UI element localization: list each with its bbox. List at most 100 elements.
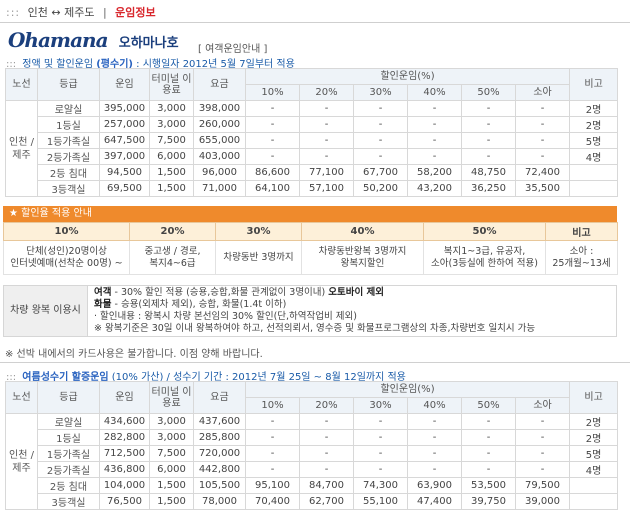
table-cell: 282,800 [99, 429, 150, 446]
header-total: 요금 [193, 381, 246, 414]
discount-cell-40: 차량동반왕복 3명까지 왕복지할인 [301, 240, 424, 275]
table-cell: 434,600 [99, 413, 150, 430]
discount-line: 왕복지할인 [340, 257, 385, 269]
table-cell: 47,400 [407, 493, 462, 510]
table-cell: 1,500 [149, 477, 194, 494]
vehicle-passenger-text: - 30% 할인 적용 (승용,승합,화물 관계없이 3명이내) [111, 287, 329, 298]
discount-guide-table: 10% 20% 30% 40% 50% 비고 단체(성인)20명이상 인터넷예매(… [3, 222, 618, 275]
table-cell: 395,000 [99, 100, 150, 117]
table-cell: 43,200 [407, 180, 462, 197]
table-cell: 77,100 [299, 164, 354, 181]
table-cell: 76,500 [99, 493, 150, 510]
table-cell: 95,100 [245, 477, 300, 494]
table-cell: 70,400 [245, 493, 300, 510]
discount-cell-50: 복지1~3급, 유공자, 소아(3등실에 한하여 적용) [423, 240, 546, 275]
header-grade: 등급 [37, 68, 100, 101]
table-cell: 5명 [569, 445, 619, 462]
card-usage-note: ※ 선박 내에서의 카드사용은 불가합니다. 이점 양해 바랍니다. [5, 349, 263, 360]
table-cell: 55,100 [353, 493, 408, 510]
table-cell: 260,000 [193, 116, 246, 133]
page-subtitle: [ 여객운임안내 ] [198, 44, 268, 55]
table-cell [569, 493, 619, 510]
breadcrumb-divider [0, 22, 630, 23]
table-cell: 5명 [569, 132, 619, 149]
breadcrumb: ::: 인천 ↔ 제주도 | 운임정보 [6, 4, 156, 20]
grade-cell: 로얄실 [37, 100, 100, 117]
table-cell: 36,250 [461, 180, 516, 197]
table-cell: - [353, 148, 408, 165]
table-cell: - [353, 100, 408, 117]
table-cell [569, 477, 619, 494]
table-cell: - [245, 148, 300, 165]
table-cell: 63,900 [407, 477, 462, 494]
vehicle-cargo-text: - 승용(외제차 제외), 승합, 화물(1.4t 이하) [111, 299, 287, 310]
table-cell: - [407, 429, 462, 446]
discount-line: 소아 : [569, 245, 594, 257]
table-cell: 442,800 [193, 461, 246, 478]
discount-line: 차량동반 3명까지 [223, 251, 294, 263]
header-note: 비고 [569, 381, 619, 414]
table-cell: - [245, 132, 300, 149]
table-cell: - [245, 413, 300, 430]
table-cell: 2명 [569, 429, 619, 446]
discount-header-10: 10% [3, 222, 130, 241]
discount-line: 복지1~3급, 유공자, [443, 245, 526, 257]
breadcrumb-route[interactable]: 인천 ↔ 제주도 [27, 6, 95, 19]
table-cell: 1,500 [149, 164, 194, 181]
table-cell: 78,000 [193, 493, 246, 510]
table-cell: 712,500 [99, 445, 150, 462]
header-discount: 할인운임(%) [244, 381, 571, 398]
table-cell: 403,000 [193, 148, 246, 165]
discount-header-30: 30% [215, 222, 302, 241]
header-child: 소아 [514, 397, 571, 414]
vehicle-line-4: ※ 왕복기준은 30일 이내 왕복하여야 하고, 선적의뢰서, 영수증 및 화물… [94, 323, 536, 334]
discount-line: 단체(성인)20명이상 [26, 245, 107, 257]
table-cell: - [407, 116, 462, 133]
table-cell: 2명 [569, 116, 619, 133]
table-row: 1등가족실 712,500 7,500 720,000- - - - - -5명 [6, 445, 619, 462]
discount-guide-title: ★ 할인율 적용 안내 [3, 206, 617, 222]
header-d40: 40% [407, 397, 462, 414]
table-row: 인천 / 제주 로얄실 395,000 3,000 398,000- - - - - -2명 [5, 100, 619, 197]
grade-cell: 2등가족실 [37, 461, 100, 478]
header-d10: 10% [245, 397, 300, 414]
section-dots: ::: [6, 372, 20, 383]
table-cell: - [407, 148, 462, 165]
table-cell: 86,600 [245, 164, 300, 181]
ship-name: 오하마나호 [118, 36, 179, 51]
header-route: 노선 [5, 68, 38, 101]
table-cell: 3,000 [149, 413, 194, 430]
vehicle-roundtrip-box: 차량 왕복 이용시 여객 - 30% 할인 적용 (승용,승합,화물 관계없이 … [3, 285, 617, 337]
table-cell: 3,000 [149, 116, 194, 133]
table-cell: 7,500 [149, 445, 194, 462]
discount-line: 소아(3등실에 한하여 적용) [431, 257, 538, 269]
discount-line: 중고생 / 경로, [144, 245, 201, 257]
discount-line: 차량동반왕복 3명까지 [318, 245, 407, 257]
table-cell: - [514, 148, 571, 165]
table-cell: - [514, 445, 571, 462]
table-cell: 39,750 [461, 493, 516, 510]
table-cell: 6,000 [149, 148, 194, 165]
table-cell: - [245, 100, 300, 117]
table-cell: - [299, 413, 354, 430]
header-d30: 30% [353, 397, 408, 414]
table-cell: - [299, 461, 354, 478]
table-cell: - [514, 461, 571, 478]
table-cell: 2명 [569, 413, 619, 430]
brand: Ohamana 오하마나호 [8, 28, 179, 52]
header-total: 요금 [193, 68, 246, 101]
table-cell: - [353, 429, 408, 446]
discount-header-50: 50% [423, 222, 546, 241]
table-cell: - [245, 445, 300, 462]
discount-header-note: 비고 [545, 222, 618, 241]
table-cell: 104,000 [99, 477, 150, 494]
table-cell: - [299, 429, 354, 446]
table-cell: - [353, 445, 408, 462]
table-cell: - [514, 132, 571, 149]
route-cell: 인천 / 제주 [5, 100, 38, 197]
table-cell: 7,500 [149, 132, 194, 149]
table-cell: 62,700 [299, 493, 354, 510]
table-cell: 647,500 [99, 132, 150, 149]
grade-cell: 2등 침대 [37, 477, 100, 494]
